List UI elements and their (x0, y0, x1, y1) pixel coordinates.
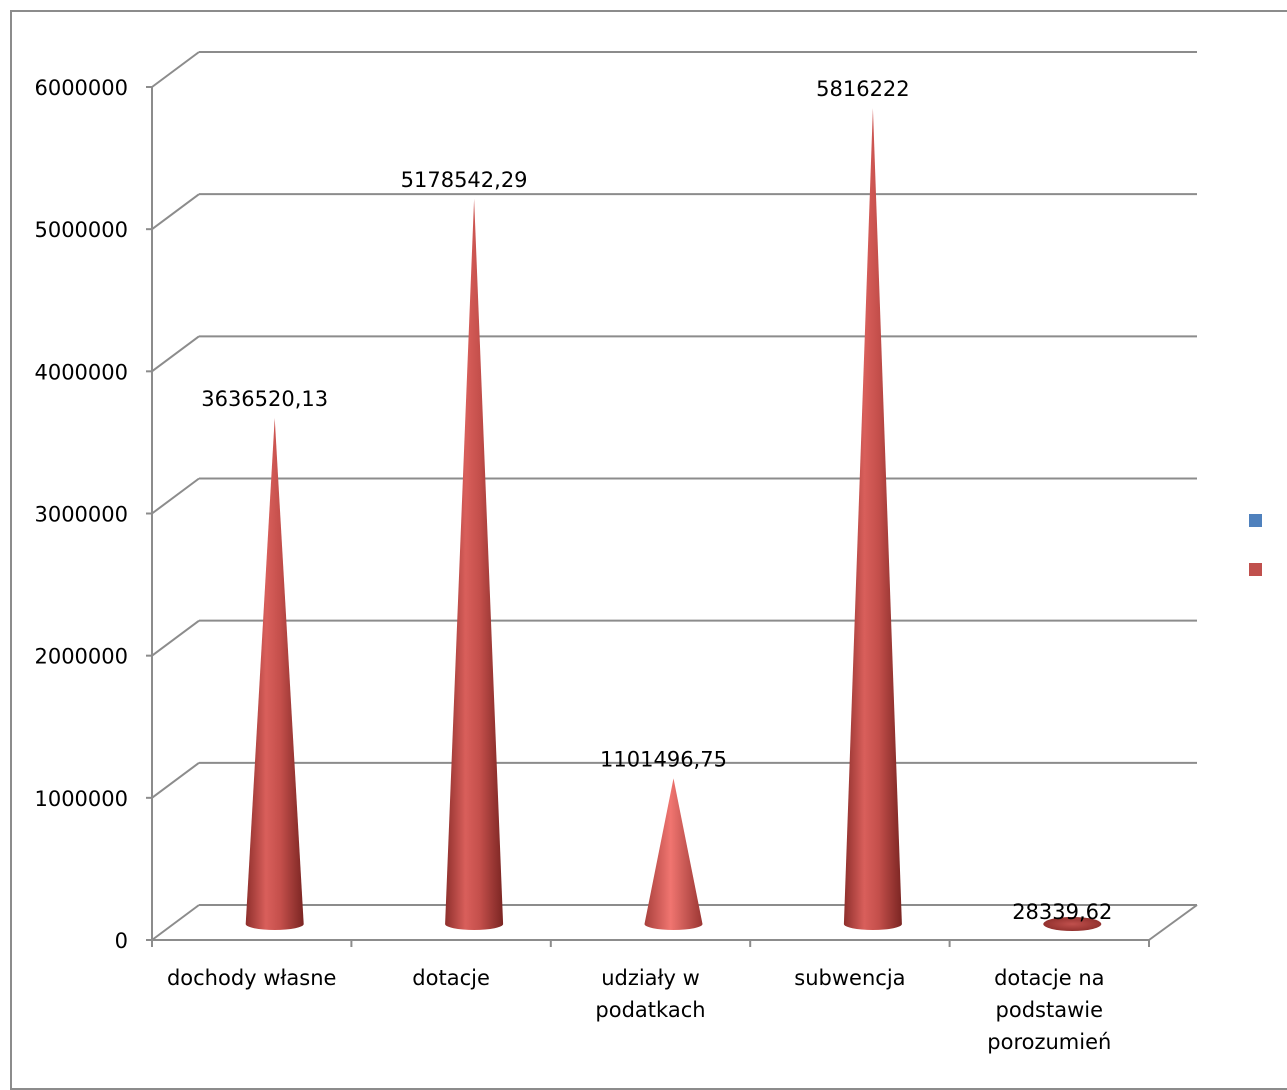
cone-0 (245, 418, 304, 931)
cone-3 (843, 108, 902, 931)
legend-swatch-0 (1249, 514, 1262, 527)
cone-body-2 (644, 778, 703, 930)
data-label-2: 1101496,75 (600, 747, 727, 771)
y-axis: 0 1000000 2000000 3000000 4000000 5000000 6000… (34, 76, 153, 953)
x-category-label-3: subwencja (794, 966, 905, 990)
x-category-label-0: dochody własne (167, 966, 337, 990)
legend-swatch-1 (1249, 563, 1262, 576)
y-tick-label-4: 4000000 (34, 360, 128, 384)
wall-diagonal-4 (151, 335, 200, 373)
x-category-label-2: udziały w podatkach (595, 966, 705, 1022)
wall-diagonal-3 (151, 477, 200, 515)
y-tick-label-0: 0 (115, 929, 128, 953)
cone-4 (1043, 917, 1102, 931)
cone-body-0 (245, 418, 304, 931)
x-category-label-1: dotacje (412, 966, 490, 990)
cone-body-1 (445, 198, 504, 930)
cone-base-4 (1043, 917, 1102, 931)
cone-series (245, 108, 1102, 931)
x-category-label-4: dotacje na podstawie porozumień (987, 966, 1111, 1054)
y-tick-label-3: 3000000 (34, 503, 128, 527)
data-label-1: 5178542,29 (401, 168, 528, 192)
wall-diagonal-2 (151, 619, 200, 657)
x-axis: dochody własne dotacje udziały w podatkach s… (151, 940, 1150, 1054)
wall-diagonal-0 (151, 904, 200, 941)
y-tick-label-2: 2000000 (34, 645, 128, 669)
cone-2 (644, 778, 703, 930)
cone-body-3 (843, 108, 902, 931)
legend (1249, 514, 1262, 576)
data-label-0: 3636520,13 (201, 387, 328, 411)
data-label-4: 28339,62 (1012, 900, 1112, 924)
data-labels: 3636520,13 5178542,29 1101496,75 5816222 283… (201, 77, 1112, 924)
y-tick-label-1: 1000000 (34, 787, 128, 811)
cone-1 (445, 198, 504, 930)
y-tick-label-6: 6000000 (34, 76, 128, 100)
wall-diagonal-1 (151, 762, 200, 799)
data-label-3: 5816222 (816, 77, 910, 101)
wall-diagonal-6 (151, 51, 200, 88)
floor-right-edge (1148, 904, 1198, 941)
wall-diagonal-5 (151, 193, 200, 230)
y-tick-label-5: 5000000 (34, 218, 128, 242)
